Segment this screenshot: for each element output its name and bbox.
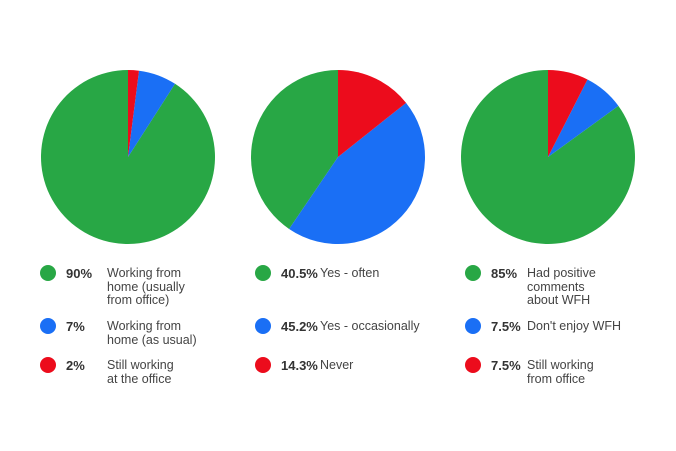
legend-label: Don't enjoy WFH [527, 319, 622, 333]
legend-percent: 45.2% [281, 319, 318, 334]
legend-color-dot [40, 357, 56, 373]
legend-color-dot [40, 318, 56, 334]
legend-label: Never [320, 358, 354, 372]
legend-percent: 7.5% [491, 319, 521, 334]
pie-chart-panel: 85% Had positive comments about WFH 7.5% Do… [435, 0, 660, 451]
legend-label: Still working at the office [107, 358, 174, 386]
legend-percent: 40.5% [281, 266, 318, 281]
legend-color-dot [255, 265, 271, 281]
legend-color-dot [465, 318, 481, 334]
legend-percent: 14.3% [281, 358, 318, 373]
legend-color-dot [40, 265, 56, 281]
legend-label: Still working from office [527, 358, 594, 386]
pie-chart [460, 70, 635, 244]
legend-percent: 7.5% [491, 358, 521, 373]
pie-slice [128, 70, 140, 157]
pie-chart [41, 70, 216, 244]
pie-slice [128, 70, 176, 157]
pie-slice [548, 70, 588, 157]
legend-label: Yes - occasionally [320, 319, 420, 333]
legend-percent: 2% [66, 358, 85, 373]
pie-chart-panel: 90% Working from home (usually from offic… [10, 0, 235, 451]
pie-slice [460, 70, 635, 244]
pie-slice [289, 102, 425, 244]
legend-color-dot [255, 318, 271, 334]
legend-percent: 7% [66, 319, 85, 334]
pie-chart-panel: 40.5% Yes - often 45.2% Yes - occasionally 1… [225, 0, 450, 451]
legend-label: Working from home (as usual) [107, 319, 197, 347]
legend-color-dot [465, 357, 481, 373]
pie-slice [251, 70, 338, 229]
legend-color-dot [255, 357, 271, 373]
pie-slice [548, 79, 619, 157]
legend-percent: 85% [491, 266, 518, 281]
legend-label: Yes - often [320, 266, 380, 280]
legend-color-dot [465, 265, 481, 281]
pie-slice [338, 70, 407, 157]
legend-label: Working from home (usually from office) [107, 266, 185, 307]
pie-chart [251, 70, 425, 244]
legend-percent: 90% [66, 266, 93, 281]
legend-label: Had positive comments about WFH [527, 266, 596, 307]
